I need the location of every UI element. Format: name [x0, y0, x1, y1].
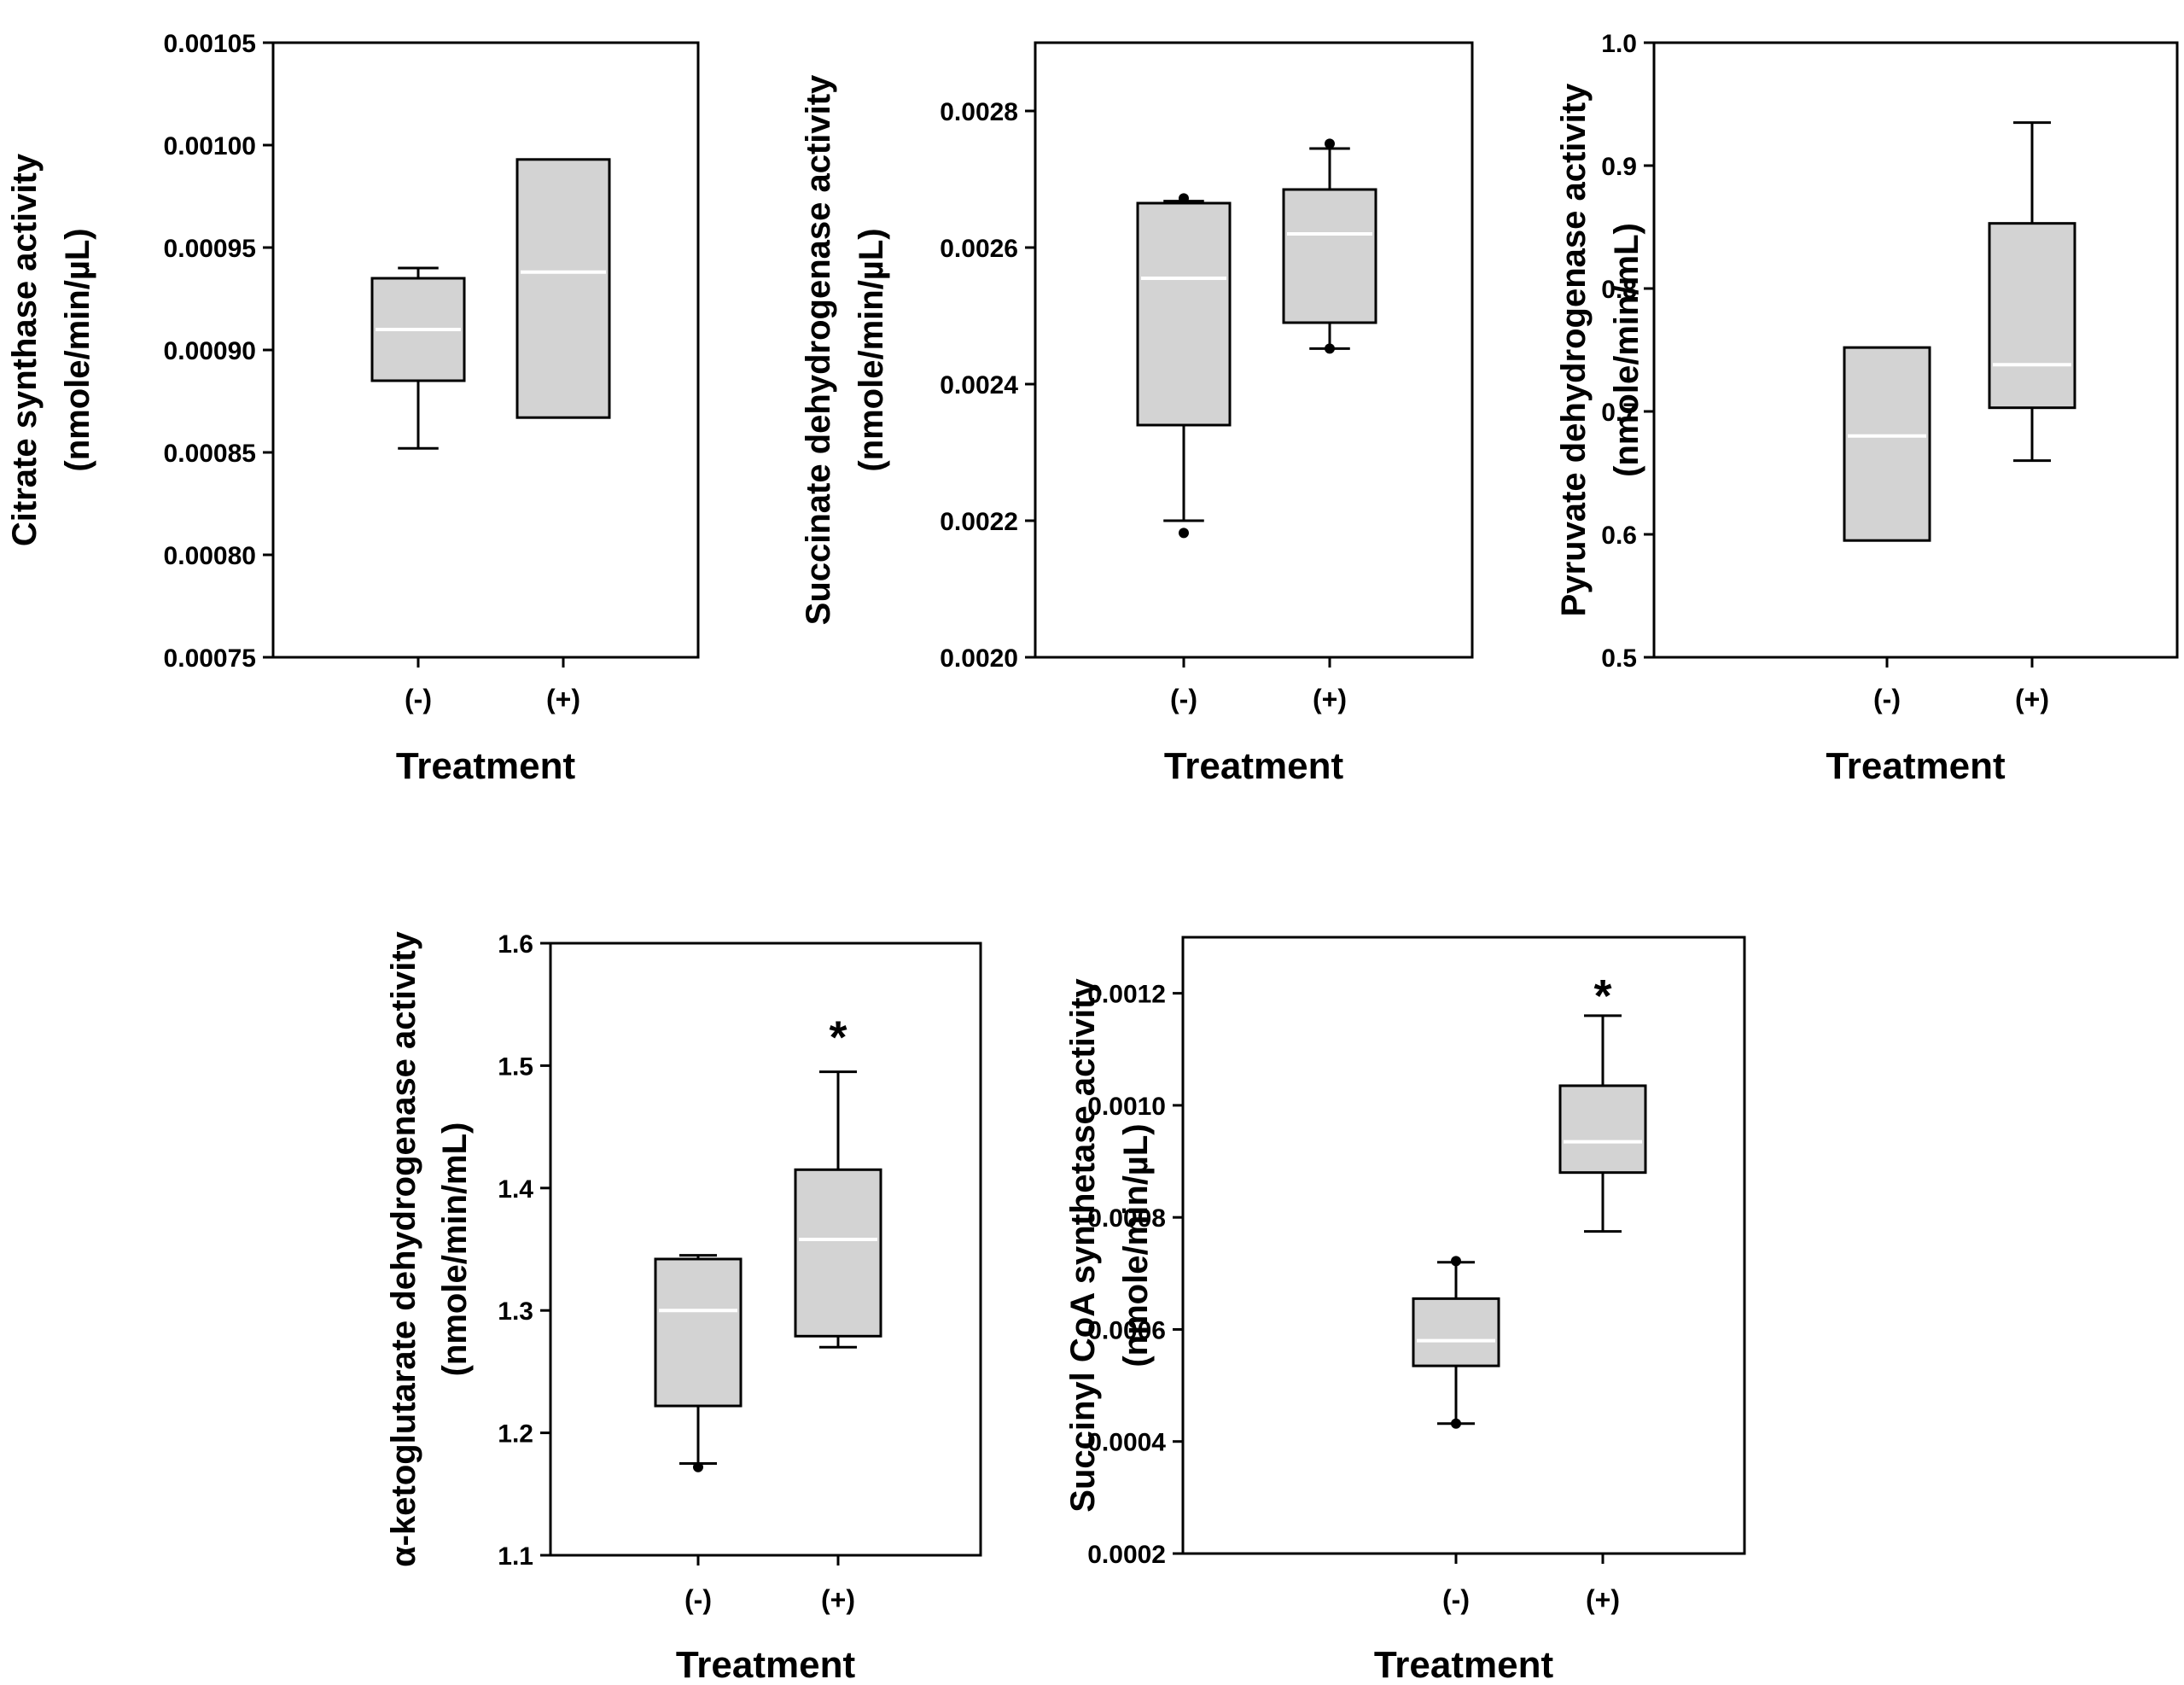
y-tick-label: 0.0022	[940, 508, 1018, 536]
y-tick-label: 0.8	[1601, 276, 1637, 304]
y-tick-label: 0.0020	[940, 644, 1018, 673]
y-axis-title: Succinyl CoA synthetase activity	[1064, 978, 1102, 1513]
y-tick-label: 0.00090	[164, 337, 256, 365]
y-tick-label: 0.0002	[1087, 1541, 1166, 1569]
y-axis-units: (nmole/min/µL)	[1117, 1123, 1155, 1367]
box-minus	[370, 266, 466, 450]
y-tick-label: 0.00075	[164, 644, 256, 673]
box-iqr	[1843, 346, 1931, 542]
x-axis-title: Treatment	[396, 745, 576, 787]
significance-marker: *	[1593, 971, 1611, 1022]
x-tick-label: (-)	[1170, 684, 1197, 714]
y-tick-label: 0.0004	[1087, 1429, 1166, 1457]
chart-panel-5: 0.0002 0.0004 0.0006 0.0008 0.0010 0.0012 (-) (…	[1064, 936, 1746, 1685]
y-axis-units: (nmole/min/mL)	[436, 1122, 474, 1377]
y-tick-label: 1.3	[498, 1297, 533, 1326]
x-tick-label: (+)	[1586, 1584, 1620, 1615]
y-tick-label: 0.7	[1601, 399, 1637, 427]
significance-marker: *	[829, 1012, 847, 1063]
y-tick-label: 1.2	[498, 1420, 533, 1449]
box-plus	[794, 1070, 882, 1349]
y-axis-units: (nmole/min/µL)	[59, 228, 96, 471]
y-tick-label: 0.5	[1601, 644, 1637, 673]
outlier-point	[1325, 343, 1335, 354]
plot-frame	[1034, 41, 1474, 659]
y-tick-label: 0.00080	[164, 542, 256, 570]
plot-frame	[1652, 41, 2179, 659]
y-tick-label: 0.00085	[164, 440, 256, 468]
x-axis-title: Treatment	[1826, 745, 2006, 787]
y-tick-label: 0.0024	[940, 371, 1018, 399]
x-tick-label: (-)	[405, 684, 432, 714]
box-iqr	[515, 158, 611, 419]
box-iqr	[1412, 1297, 1500, 1367]
chart-panel-4: 1.1 1.2 1.3 1.4 1.5 1.6 (-) (+) Treatment α-ketog…	[385, 930, 982, 1685]
outlier-point	[693, 1461, 703, 1472]
x-axis-title: Treatment	[1374, 1644, 1554, 1685]
plot-frame	[271, 41, 700, 659]
chart-panel-1: 0.00075 0.00080 0.00085 0.00090 0.00095 0.001…	[6, 30, 700, 787]
box-iqr	[794, 1168, 882, 1338]
x-tick-label: (+)	[821, 1584, 855, 1615]
x-tick-label: (-)	[1442, 1584, 1470, 1615]
x-tick-label: (+)	[1313, 684, 1347, 714]
y-axis-title: Pyruvate dehydrogenase activity	[1555, 83, 1593, 616]
plot-frame	[1181, 936, 1746, 1555]
box-iqr	[1558, 1084, 1647, 1175]
outlier-point	[1325, 138, 1335, 149]
y-tick-label: 0.00100	[164, 132, 256, 160]
y-tick-label: 0.0026	[940, 235, 1018, 263]
y-axis-title: Citrate synthase activity	[6, 153, 44, 546]
box-minus	[1843, 346, 1931, 542]
box-iqr	[1988, 222, 2076, 410]
y-tick-label: 0.00105	[164, 30, 256, 58]
y-axis-title: Succinate dehydrogenase activity	[800, 74, 837, 625]
outlier-point	[1451, 1418, 1461, 1429]
box-plus	[515, 158, 611, 419]
x-tick-label: (-)	[1873, 684, 1901, 714]
y-tick-label: 0.0010	[1087, 1093, 1166, 1121]
box-iqr	[1136, 201, 1232, 427]
y-axis-title: α-ketoglutarate dehydrogenase activity	[385, 930, 422, 1567]
chart-panel-2: 0.0020 0.0022 0.0024 0.0026 0.0028 (-) (+) Trea…	[800, 41, 1474, 787]
y-tick-label: 1.6	[498, 930, 533, 959]
box-iqr	[654, 1257, 743, 1408]
y-tick-label: 0.00095	[164, 235, 256, 263]
box-plus	[1558, 1014, 1647, 1233]
outlier-point	[1179, 193, 1189, 204]
box-plus	[1282, 138, 1377, 354]
y-tick-label: 0.0006	[1087, 1316, 1166, 1344]
box-minus	[654, 1254, 743, 1472]
y-axis-units: (nmole/min/mL)	[1608, 223, 1645, 477]
outlier-point	[1179, 528, 1189, 539]
y-tick-label: 0.6	[1601, 522, 1637, 550]
x-axis-title: Treatment	[676, 1644, 856, 1685]
box-minus	[1412, 1256, 1500, 1429]
y-axis-units: (nmole/min/µL)	[853, 228, 890, 471]
y-tick-label: 0.0008	[1087, 1204, 1166, 1233]
box-minus	[1136, 193, 1232, 539]
y-tick-label: 1.5	[498, 1052, 533, 1081]
y-tick-label: 0.0012	[1087, 981, 1166, 1009]
x-tick-label: (+)	[2015, 684, 2049, 714]
y-tick-label: 1.0	[1601, 30, 1637, 58]
y-tick-label: 1.1	[498, 1542, 533, 1571]
chart-panel-3: 0.5 0.6 0.7 0.8 0.9 1.0 (-) (+) Treatment Pyruvat…	[1555, 30, 2179, 787]
x-axis-title: Treatment	[1164, 745, 1344, 787]
y-tick-label: 0.0028	[940, 98, 1018, 126]
box-plus	[1988, 121, 2076, 463]
outlier-point	[1451, 1256, 1461, 1267]
box-iqr	[1282, 188, 1377, 324]
x-tick-label: (+)	[546, 684, 580, 714]
y-tick-label: 1.4	[498, 1175, 533, 1204]
x-tick-label: (-)	[684, 1584, 712, 1615]
plot-frame	[549, 942, 982, 1557]
y-tick-label: 0.9	[1601, 153, 1637, 181]
